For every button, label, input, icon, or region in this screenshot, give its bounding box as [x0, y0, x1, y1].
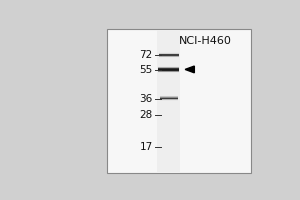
Text: NCI-H460: NCI-H460: [178, 36, 231, 46]
Bar: [158, 66, 179, 67]
Text: 55: 55: [139, 65, 153, 75]
Bar: [159, 54, 179, 55]
Bar: [160, 99, 178, 100]
Bar: [160, 98, 178, 99]
Bar: [159, 57, 179, 58]
Bar: [158, 67, 179, 68]
Bar: [159, 56, 179, 57]
Text: 17: 17: [139, 142, 153, 152]
Bar: [159, 55, 179, 56]
Bar: [107, 29, 251, 173]
Bar: [159, 57, 179, 58]
Bar: [160, 100, 178, 101]
Bar: [158, 71, 179, 72]
Bar: [158, 71, 179, 72]
Text: 28: 28: [139, 110, 153, 120]
Bar: [160, 95, 178, 96]
Bar: [159, 55, 179, 56]
Bar: [160, 97, 178, 98]
Bar: [158, 70, 179, 71]
Bar: [160, 99, 178, 100]
Bar: [159, 52, 179, 53]
Bar: [160, 98, 178, 99]
Bar: [160, 100, 178, 101]
Bar: [160, 96, 178, 97]
Bar: [159, 54, 179, 55]
Bar: [158, 68, 179, 69]
Bar: [157, 30, 181, 172]
Bar: [158, 72, 179, 73]
Bar: [159, 56, 179, 57]
Bar: [158, 69, 179, 70]
Polygon shape: [185, 66, 194, 73]
Bar: [158, 67, 179, 68]
Bar: [160, 96, 178, 97]
Text: 72: 72: [139, 50, 153, 60]
Bar: [158, 68, 179, 69]
Text: 36: 36: [139, 94, 153, 104]
Bar: [159, 52, 179, 53]
Bar: [158, 70, 179, 71]
Bar: [159, 53, 179, 54]
